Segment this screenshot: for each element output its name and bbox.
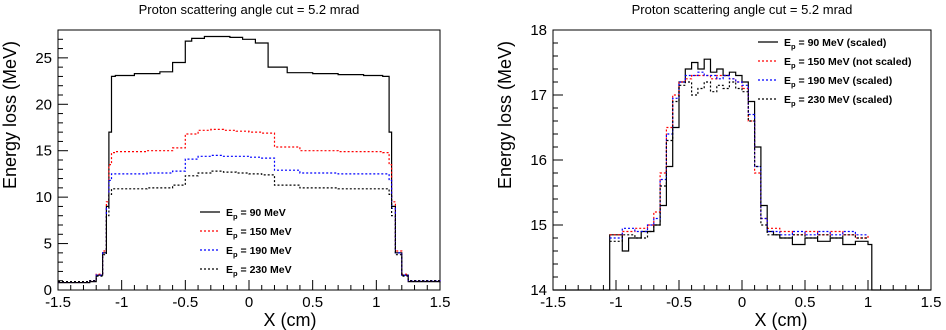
x-tick-label: 0	[738, 294, 746, 311]
chart-title: Proton scattering angle cut = 5.2 mrad	[139, 2, 360, 17]
y-tick-label: 14	[530, 282, 547, 299]
chart-panel-left: Proton scattering angle cut = 5.2 mrad -1…	[0, 2, 451, 330]
chart-right-svg: Proton scattering angle cut = 5.2 mrad -1…	[495, 2, 942, 330]
x-axis-title: X (cm)	[755, 310, 808, 330]
x-tick-label: 1	[372, 294, 380, 311]
x-tick-label: -0.5	[666, 294, 692, 311]
legend-entry: Ep = 190 MeV	[226, 245, 292, 259]
y-tick-label: 10	[35, 189, 52, 206]
series-line	[58, 35, 441, 284]
x-tick-label: -0.5	[172, 294, 198, 311]
legend-entry: Ep = 90 MeV	[226, 207, 286, 221]
legend-entry: Ep = 150 MeV	[226, 226, 292, 240]
y-tick-label: 16	[530, 152, 547, 169]
chart-left-svg: Proton scattering angle cut = 5.2 mrad -1…	[0, 2, 451, 330]
y-axis-title: Energy loss (MeV)	[495, 41, 515, 189]
series-line	[58, 128, 441, 283]
x-tick-label: 1.5	[430, 294, 451, 311]
y-tick-label: 5	[44, 236, 52, 253]
chart-title: Proton scattering angle cut = 5.2 mrad	[632, 2, 853, 17]
x-tick-label: 1	[864, 294, 872, 311]
x-tick-label: -1.5	[45, 294, 71, 311]
x-axis-title: X (cm)	[264, 310, 317, 330]
y-tick-label: 17	[530, 87, 547, 104]
x-tick-label: 0	[245, 294, 253, 311]
y-tick-label: 25	[35, 50, 52, 67]
series-line	[609, 81, 868, 242]
legend-entry: Ep = 230 MeV (scaled)	[784, 94, 892, 108]
x-tick-label: -1	[609, 294, 622, 311]
chart-panel-right: Proton scattering angle cut = 5.2 mrad -1…	[473, 0, 946, 330]
y-tick-label: 15	[530, 217, 547, 234]
x-tick-label: -1.5	[540, 294, 566, 311]
x-tick-label: -1	[115, 294, 128, 311]
y-tick-label: 20	[35, 96, 52, 113]
series-line	[609, 71, 868, 239]
y-axis-title: Energy loss (MeV)	[0, 41, 20, 189]
y-tick-label: 15	[35, 143, 52, 160]
series-line	[58, 154, 441, 283]
y-tick-label: 18	[530, 22, 547, 39]
x-tick-label: 0.5	[795, 294, 816, 311]
y-tick-label: 0	[44, 282, 52, 299]
legend-entry: Ep = 230 MeV	[226, 264, 292, 278]
x-tick-label: 0.5	[302, 294, 323, 311]
legend-entry: Ep = 90 MeV (scaled)	[784, 37, 886, 51]
legend-entry: Ep = 150 MeV (not scaled)	[784, 56, 911, 70]
x-tick-label: 1.5	[921, 294, 942, 311]
legend-entry: Ep = 190 MeV (scaled)	[784, 75, 892, 89]
